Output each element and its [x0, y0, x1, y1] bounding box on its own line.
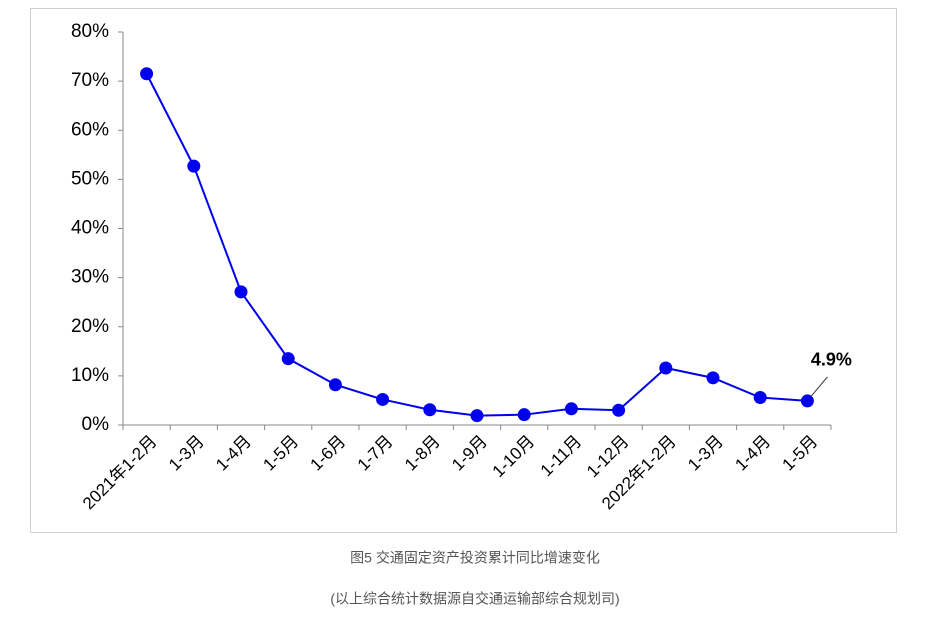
annotation-leader: [811, 376, 828, 397]
point: [234, 285, 248, 299]
x-tick-label: 1-5月: [259, 432, 302, 475]
y-tick-label: 10%: [71, 365, 109, 386]
point: [517, 408, 531, 422]
x-tick-label: 2021年1-2月: [79, 432, 161, 514]
x-tick-label: 1-9月: [448, 432, 491, 475]
point: [800, 394, 814, 408]
point: [281, 352, 295, 366]
x-tick-label: 1-7月: [354, 432, 397, 475]
y-tick-label: 40%: [71, 218, 109, 239]
line: [145, 73, 808, 417]
x-tick-label: 1-4月: [731, 432, 774, 475]
point: [187, 159, 201, 173]
x-tick-label: 1-4月: [212, 432, 255, 475]
caption: 图5 交通固定资产投资累计同比增速变化: [350, 550, 600, 566]
x-tick-label: 1-5月: [779, 432, 822, 475]
point: [470, 409, 484, 423]
point: [564, 402, 578, 416]
point: [612, 403, 626, 417]
point: [706, 371, 720, 385]
point: [140, 67, 154, 81]
x-tick-label: 1-3月: [684, 432, 727, 475]
y-tick-label: 70%: [71, 70, 109, 91]
y-tick-label: 80%: [71, 21, 109, 42]
x-tick-label: 1-8月: [401, 432, 444, 475]
point: [659, 361, 673, 375]
x-tick-label: 1-6月: [307, 432, 350, 475]
source-note: (以上综合统计数据源自交通运输部综合规划司): [330, 591, 619, 607]
y-tick-label: 50%: [71, 168, 109, 189]
x-tick-label: 1-10月: [489, 432, 539, 482]
y-tick-label: 20%: [71, 316, 109, 337]
point: [376, 392, 390, 406]
y-tick-label: 60%: [71, 119, 109, 140]
chart-border: [30, 8, 897, 533]
y-tick-label: 30%: [71, 267, 109, 288]
point: [753, 390, 767, 404]
point: [423, 403, 437, 417]
y-tick-label: 0%: [82, 414, 110, 435]
annotation: 4.9%: [811, 350, 852, 370]
point: [328, 378, 342, 392]
x-tick-label: 1-3月: [165, 432, 208, 475]
x-tick-label: 1-11月: [537, 432, 586, 481]
